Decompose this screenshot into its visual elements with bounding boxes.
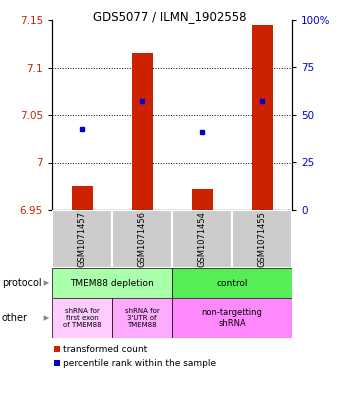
- Bar: [112, 298, 172, 338]
- Text: non-targetting
shRNA: non-targetting shRNA: [202, 308, 262, 328]
- Bar: [252, 25, 272, 210]
- Bar: [52, 298, 112, 338]
- Bar: [172, 268, 292, 298]
- Bar: [52, 268, 172, 298]
- Text: GSM1071456: GSM1071456: [137, 211, 147, 267]
- Bar: [191, 189, 212, 210]
- Text: transformed count: transformed count: [63, 345, 147, 353]
- Text: percentile rank within the sample: percentile rank within the sample: [63, 358, 216, 367]
- Bar: [172, 298, 292, 338]
- Bar: [71, 186, 92, 210]
- Bar: [172, 210, 232, 268]
- Text: GSM1071455: GSM1071455: [257, 211, 267, 267]
- Text: protocol: protocol: [2, 278, 41, 288]
- Bar: [232, 210, 292, 268]
- Text: GSM1071454: GSM1071454: [198, 211, 206, 267]
- Text: shRNA for
3'UTR of
TMEM88: shRNA for 3'UTR of TMEM88: [125, 308, 159, 328]
- Text: control: control: [216, 279, 248, 288]
- Text: GDS5077 / ILMN_1902558: GDS5077 / ILMN_1902558: [93, 10, 247, 23]
- Text: TMEM88 depletion: TMEM88 depletion: [70, 279, 154, 288]
- Text: shRNA for
first exon
of TMEM88: shRNA for first exon of TMEM88: [63, 308, 101, 328]
- Text: GSM1071457: GSM1071457: [78, 211, 86, 267]
- Text: other: other: [2, 313, 28, 323]
- Bar: [54, 360, 60, 366]
- Bar: [54, 346, 60, 352]
- Bar: [132, 53, 153, 210]
- Bar: [112, 210, 172, 268]
- Bar: [52, 210, 112, 268]
